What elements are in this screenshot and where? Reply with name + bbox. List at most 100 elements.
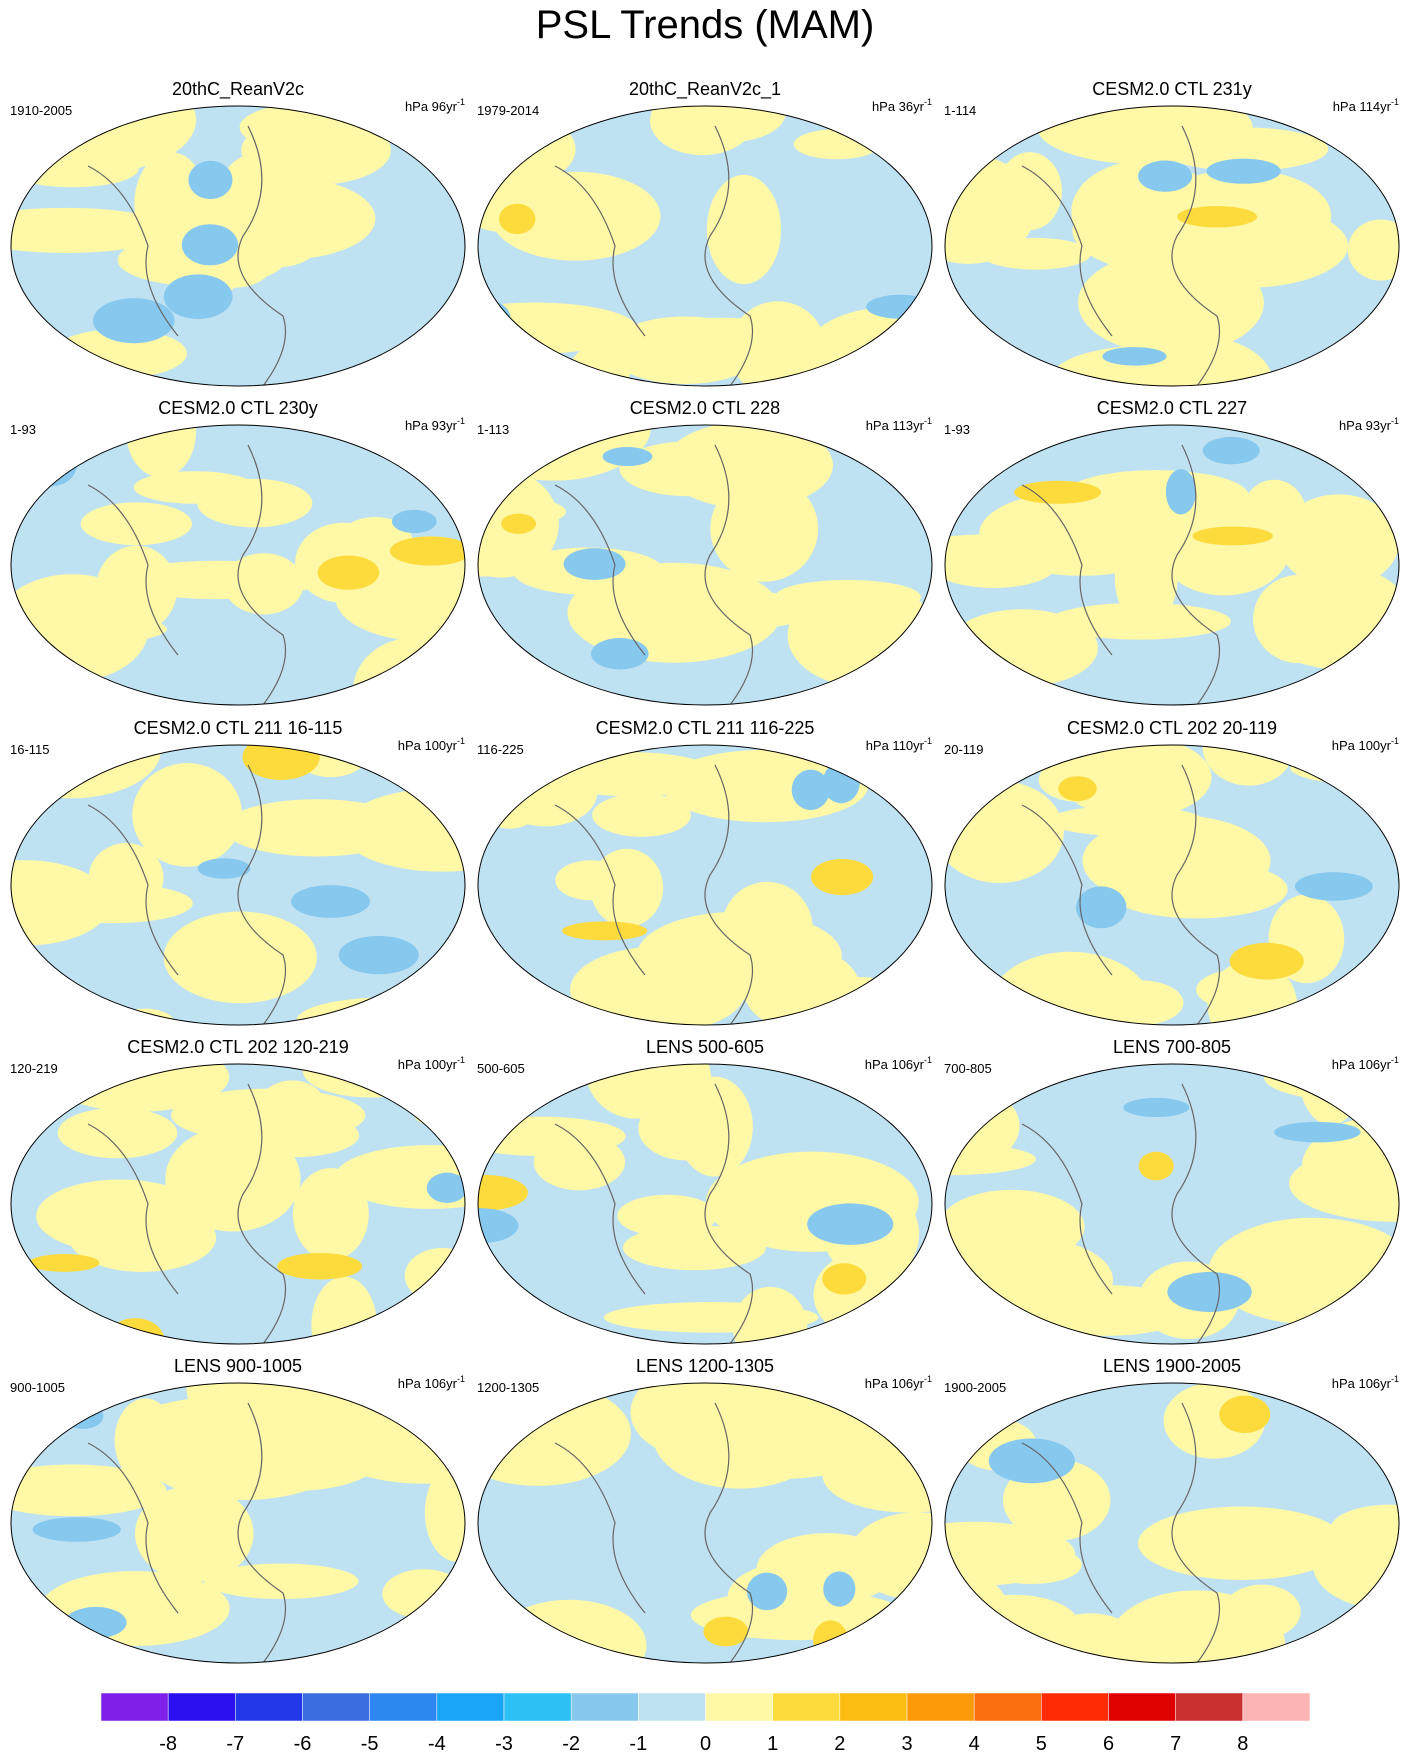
panel-period: 1910-2005 (10, 103, 72, 118)
units-exp: -1 (457, 97, 465, 107)
map-patch (188, 160, 233, 200)
map-patch (870, 1003, 932, 1025)
colorbar-cell (436, 1692, 505, 1722)
map-patch (822, 1437, 932, 1513)
panel-title: LENS 1900-2005 (1103, 1356, 1241, 1376)
colorbar-cell (1175, 1692, 1244, 1722)
map-patch (1014, 1285, 1194, 1336)
map-patch (823, 1571, 856, 1607)
panel-title: LENS 700-805 (1113, 1037, 1231, 1057)
map-patch (163, 274, 233, 319)
map-patch (1014, 480, 1102, 504)
map-patch (1222, 1584, 1301, 1639)
panel-period: 120-219 (10, 1061, 58, 1076)
map (478, 745, 932, 1025)
map-patch (426, 1172, 465, 1203)
map-patch (105, 1318, 165, 1344)
map-patch (945, 1618, 1016, 1640)
map-patch (80, 502, 193, 546)
map (945, 1383, 1399, 1663)
units-exp: -1 (1391, 416, 1399, 426)
map-patch (113, 1008, 176, 1025)
coastline (554, 1083, 754, 1344)
map-patch (478, 465, 524, 522)
map-patch (478, 1174, 528, 1211)
coastline (1021, 125, 1221, 386)
map-patch (1123, 1097, 1190, 1118)
map-border (10, 105, 466, 387)
coastline (554, 1402, 754, 1663)
map-patch (498, 203, 536, 235)
units-exp: -1 (1391, 736, 1399, 746)
units-text: hPa 114yr (1333, 99, 1392, 114)
map-patch (132, 763, 243, 867)
map-patch (277, 1253, 363, 1280)
panel-period: 1979-2014 (477, 103, 539, 118)
colorbar-cell (570, 1692, 639, 1722)
map-patch (197, 858, 251, 879)
map-patch (492, 1599, 647, 1663)
map-patch (478, 298, 511, 337)
colorbar-cell (772, 1692, 841, 1722)
colorbar-label: -7 (226, 1733, 244, 1755)
panel-title: LENS 1200-1305 (636, 1356, 774, 1376)
map-patch (793, 129, 881, 160)
panel-period: 1900-2005 (944, 1380, 1006, 1395)
colorbar-label: -1 (629, 1733, 647, 1755)
map-patch (95, 545, 178, 633)
map (945, 745, 1399, 1025)
map-patch (703, 1616, 749, 1647)
units-exp: -1 (1391, 1374, 1399, 1384)
colorbar-cell (167, 1692, 236, 1722)
map-patch (980, 237, 1092, 270)
colorbar-cell (906, 1692, 975, 1722)
map-patch (1274, 1121, 1361, 1143)
panel-units: hPa 106yr-1 (1332, 1374, 1399, 1391)
map-patch (945, 1570, 1011, 1662)
map-patch (562, 921, 648, 941)
map-patch (822, 1263, 867, 1295)
map-patch (338, 935, 419, 975)
panel-units: hPa 114yr-1 (1333, 97, 1399, 114)
map-patch (291, 885, 370, 918)
map-patch (945, 1521, 1075, 1586)
map-patch (1288, 1145, 1399, 1222)
panel-title: 20thC_ReanV2c (172, 79, 304, 100)
coastline (554, 125, 754, 386)
panel-units: hPa 96yr-1 (405, 97, 465, 114)
map-patch (1072, 186, 1274, 275)
coastline (1021, 1083, 1221, 1344)
map-patch (945, 1420, 982, 1454)
panel-title: LENS 900-1005 (174, 1356, 302, 1376)
map-patch (36, 1179, 205, 1253)
map-patch (979, 490, 1185, 576)
map-patch (563, 548, 626, 580)
units-exp: -1 (457, 1055, 465, 1065)
panel-units: hPa 100yr-1 (1332, 736, 1399, 753)
map-patch (11, 150, 139, 188)
panel-period: 20-119 (944, 742, 984, 757)
map-patch (592, 793, 691, 837)
colorbar-label: 5 (1036, 1733, 1047, 1755)
map-patch (946, 609, 1099, 687)
panel-units: hPa 93yr-1 (405, 416, 465, 433)
units-exp: -1 (457, 736, 465, 746)
map-patch (341, 788, 465, 872)
map-patch (1165, 469, 1197, 515)
map-patch (197, 478, 313, 528)
panel-title: CESM2.0 CTL 202 120-219 (127, 1037, 348, 1057)
map-patch (311, 1276, 377, 1344)
colorbar-cell (1108, 1692, 1176, 1722)
map-patch (390, 567, 465, 624)
map (478, 1383, 932, 1663)
map-patch (1167, 1271, 1252, 1312)
map-patch (624, 317, 820, 360)
colorbar-cell (973, 1692, 1042, 1722)
panel-title: 20thC_ReanV2c_1 (629, 79, 781, 100)
map-patch (478, 302, 637, 354)
panel-units: hPa 106yr-1 (865, 1055, 932, 1072)
map-patch (989, 951, 1152, 1025)
coastline (87, 764, 287, 1025)
map-patch (478, 751, 548, 829)
map-border (477, 1063, 933, 1345)
